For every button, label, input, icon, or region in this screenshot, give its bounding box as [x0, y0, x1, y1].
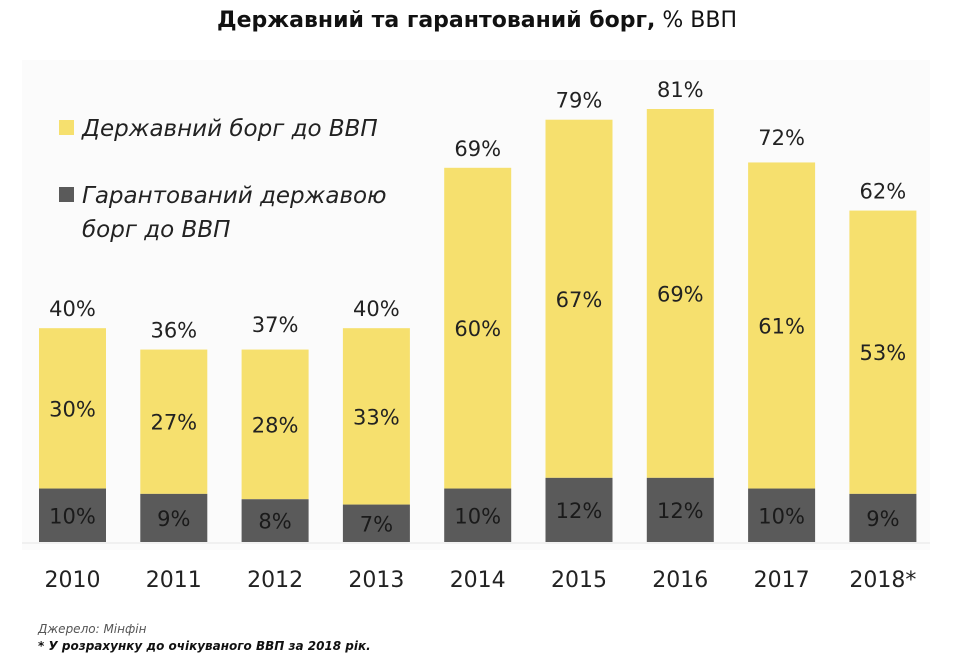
data-label-public-debt: 28% — [252, 413, 299, 437]
data-label-total: 62% — [860, 180, 907, 204]
source-note: Джерело: Мінфін — [38, 622, 147, 636]
x-tick-label: 2013 — [348, 568, 404, 593]
data-label-total: 81% — [657, 78, 704, 102]
x-tick-label: 2012 — [247, 568, 303, 593]
data-label-public-debt: 69% — [657, 282, 704, 306]
legend-swatch-public-debt — [59, 120, 74, 135]
x-tick-label: 2017 — [754, 568, 810, 593]
x-tick-label: 2015 — [551, 568, 607, 593]
bar-segment-guaranteed-debt — [545, 477, 613, 542]
data-label-total: 40% — [49, 297, 96, 321]
bar-segment-guaranteed-debt — [849, 493, 917, 542]
data-label-guaranteed-debt: 8% — [258, 510, 291, 534]
bar-segment-public-debt — [342, 328, 410, 505]
bar-segment-guaranteed-debt — [241, 499, 309, 542]
data-label-public-debt: 61% — [758, 315, 805, 339]
bar-segment-guaranteed-debt — [748, 488, 816, 542]
data-label-public-debt: 30% — [49, 397, 96, 421]
data-label-public-debt: 33% — [353, 405, 400, 429]
bar-segment-guaranteed-debt — [444, 488, 512, 542]
data-label-public-debt: 60% — [454, 317, 501, 341]
chart-title: Державний та гарантований борг, % ВВП — [216, 8, 738, 33]
bar-segment-public-debt — [849, 210, 917, 494]
data-label-public-debt: 53% — [860, 341, 907, 365]
bar-segment-public-debt — [545, 119, 613, 478]
data-label-guaranteed-debt: 10% — [49, 504, 96, 528]
data-label-guaranteed-debt: 9% — [157, 507, 190, 531]
x-tick-label: 2010 — [45, 568, 101, 593]
x-tick-label: 2016 — [652, 568, 708, 593]
data-label-guaranteed-debt: 12% — [657, 499, 704, 523]
legend-swatch-guaranteed-debt — [59, 187, 74, 202]
data-label-total: 37% — [252, 313, 299, 337]
legend-label-guaranteed-debt: Гарантований державою борг до ВВП — [82, 183, 386, 243]
bar-segment-public-debt — [748, 162, 816, 489]
bar-segment-guaranteed-debt — [140, 493, 208, 542]
footnote: * У розрахунку до очікуваного ВВП за 201… — [38, 639, 371, 653]
data-label-guaranteed-debt: 12% — [556, 499, 603, 523]
bar-segment-public-debt — [39, 328, 106, 489]
data-label-guaranteed-debt: 10% — [454, 504, 501, 528]
data-label-public-debt: 27% — [150, 411, 197, 435]
data-label-total: 72% — [758, 126, 805, 150]
data-label-guaranteed-debt: 7% — [360, 512, 393, 536]
bar-segment-public-debt — [241, 349, 309, 500]
x-tick-label: 2018* — [849, 568, 916, 593]
data-label-total: 40% — [353, 297, 400, 321]
data-label-public-debt: 67% — [556, 288, 603, 312]
data-label-total: 79% — [556, 89, 603, 113]
bar-segment-guaranteed-debt — [646, 477, 714, 542]
legend-label-public-debt: Державний борг до ВВП — [81, 116, 378, 142]
data-label-guaranteed-debt: 9% — [866, 507, 899, 531]
x-tick-label: 2014 — [450, 568, 506, 593]
bar-segment-public-debt — [140, 349, 208, 494]
data-label-total: 36% — [150, 319, 197, 343]
data-label-total: 69% — [454, 137, 501, 161]
bar-segment-guaranteed-debt — [342, 504, 410, 542]
data-label-guaranteed-debt: 10% — [758, 504, 805, 528]
bar-segment-guaranteed-debt — [39, 488, 106, 542]
x-tick-label: 2011 — [146, 568, 202, 593]
bar-segment-public-debt — [646, 109, 714, 478]
bar-segment-public-debt — [444, 167, 512, 489]
